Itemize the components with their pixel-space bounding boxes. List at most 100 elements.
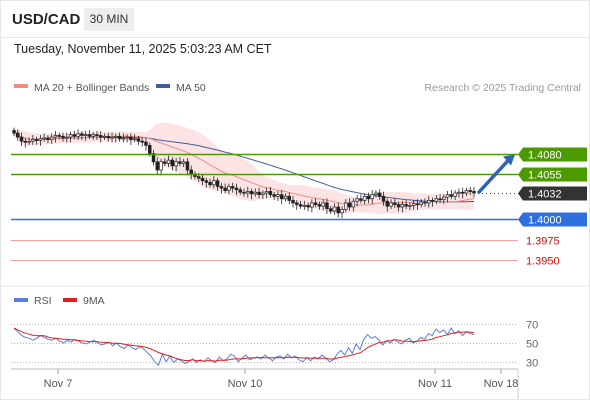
candle [204, 177, 209, 188]
candle [340, 206, 344, 219]
candle-body [415, 203, 420, 206]
candle-body [95, 134, 99, 136]
candle-body [295, 202, 299, 205]
candle-body [340, 209, 344, 214]
candle-body [453, 192, 457, 197]
candle-body [317, 204, 322, 207]
candle [31, 135, 35, 145]
candle-body [370, 194, 374, 200]
candle-body [19, 136, 24, 142]
candle-body [438, 198, 442, 201]
candle [117, 132, 122, 142]
candle-body [16, 132, 20, 138]
candle-body [114, 135, 118, 138]
candle [287, 192, 291, 205]
candle [166, 155, 171, 168]
candle [385, 198, 390, 212]
rsi-legend-swatch [14, 298, 28, 302]
ma20-legend-swatch [14, 84, 28, 88]
candle-body [389, 202, 393, 207]
candle [328, 205, 333, 214]
candle [212, 176, 216, 189]
candle-body [76, 133, 80, 137]
candle [302, 200, 307, 210]
candle [129, 133, 133, 145]
candle-body [106, 135, 111, 139]
candle-body [408, 205, 412, 207]
price-plot [12, 122, 476, 219]
candle-body [163, 161, 167, 164]
candle-body [257, 191, 261, 196]
candle [23, 138, 28, 148]
candle [279, 190, 284, 205]
candle [472, 186, 476, 198]
candle [321, 199, 325, 211]
candle [411, 200, 416, 210]
candle-body [321, 202, 325, 207]
candle-body [396, 204, 401, 208]
candle-body [68, 134, 73, 138]
candle-body [298, 204, 303, 207]
ma20-line [13, 132, 475, 206]
candle [295, 200, 299, 210]
candle-body [377, 192, 382, 197]
candle-body [83, 134, 88, 136]
candle [464, 187, 469, 196]
candle [87, 130, 92, 140]
rsi-plot: 70 50 30 [11, 320, 538, 370]
candle [332, 203, 337, 215]
candle [374, 190, 378, 198]
timeframe-button[interactable]: 30 MIN [84, 8, 134, 31]
candle [362, 193, 367, 205]
candle [423, 198, 427, 207]
candle-body [449, 194, 454, 197]
candle-body [423, 201, 427, 204]
candle-body [460, 191, 465, 194]
forecast-arrow-shaft [477, 157, 511, 194]
candle-body [61, 135, 65, 139]
candle [253, 188, 258, 197]
level-tag: 1.4000 [518, 212, 587, 227]
candle [181, 158, 186, 168]
level-label: 1.3975 [526, 236, 560, 248]
candle [151, 149, 156, 166]
candle-body [366, 195, 371, 200]
candle-body [42, 137, 46, 140]
candle-body [91, 134, 95, 137]
candle-body [117, 135, 122, 140]
candle-body [219, 186, 224, 189]
candle-body [253, 191, 258, 195]
candle [404, 200, 408, 210]
candle [208, 178, 212, 188]
candle-body [230, 186, 235, 189]
candle-body [287, 195, 291, 201]
candle [91, 131, 95, 140]
ma20-legend-label: MA 20 + Bollinger Bands [34, 82, 149, 94]
candle-body [264, 191, 269, 194]
x-tick-label: Nov 18 [484, 378, 519, 390]
candle-body [215, 180, 220, 187]
candle-body [178, 161, 182, 164]
chart-header: USD/CAD 30 MIN [1, 1, 589, 37]
rsi-tick-label: 30 [526, 358, 538, 370]
candle-body [400, 204, 405, 208]
candle-body [121, 137, 126, 140]
candle [272, 191, 276, 201]
candle [140, 137, 144, 147]
candle-body [110, 136, 114, 139]
candle-body [355, 198, 359, 202]
candle-body [87, 134, 92, 137]
candle [351, 198, 356, 212]
candle-body [313, 202, 318, 205]
datetime-label: Tuesday, November 11, 2025 5:03:23 AM CE… [14, 42, 272, 56]
candle-body [283, 195, 288, 200]
ma50-legend-swatch [156, 84, 170, 88]
candle-body [140, 140, 144, 143]
candle [276, 190, 280, 201]
candle [396, 201, 401, 212]
candle-body [291, 200, 295, 204]
candle-body [472, 191, 476, 194]
candle [125, 134, 129, 143]
candle-body [272, 194, 276, 197]
candle [230, 182, 235, 193]
